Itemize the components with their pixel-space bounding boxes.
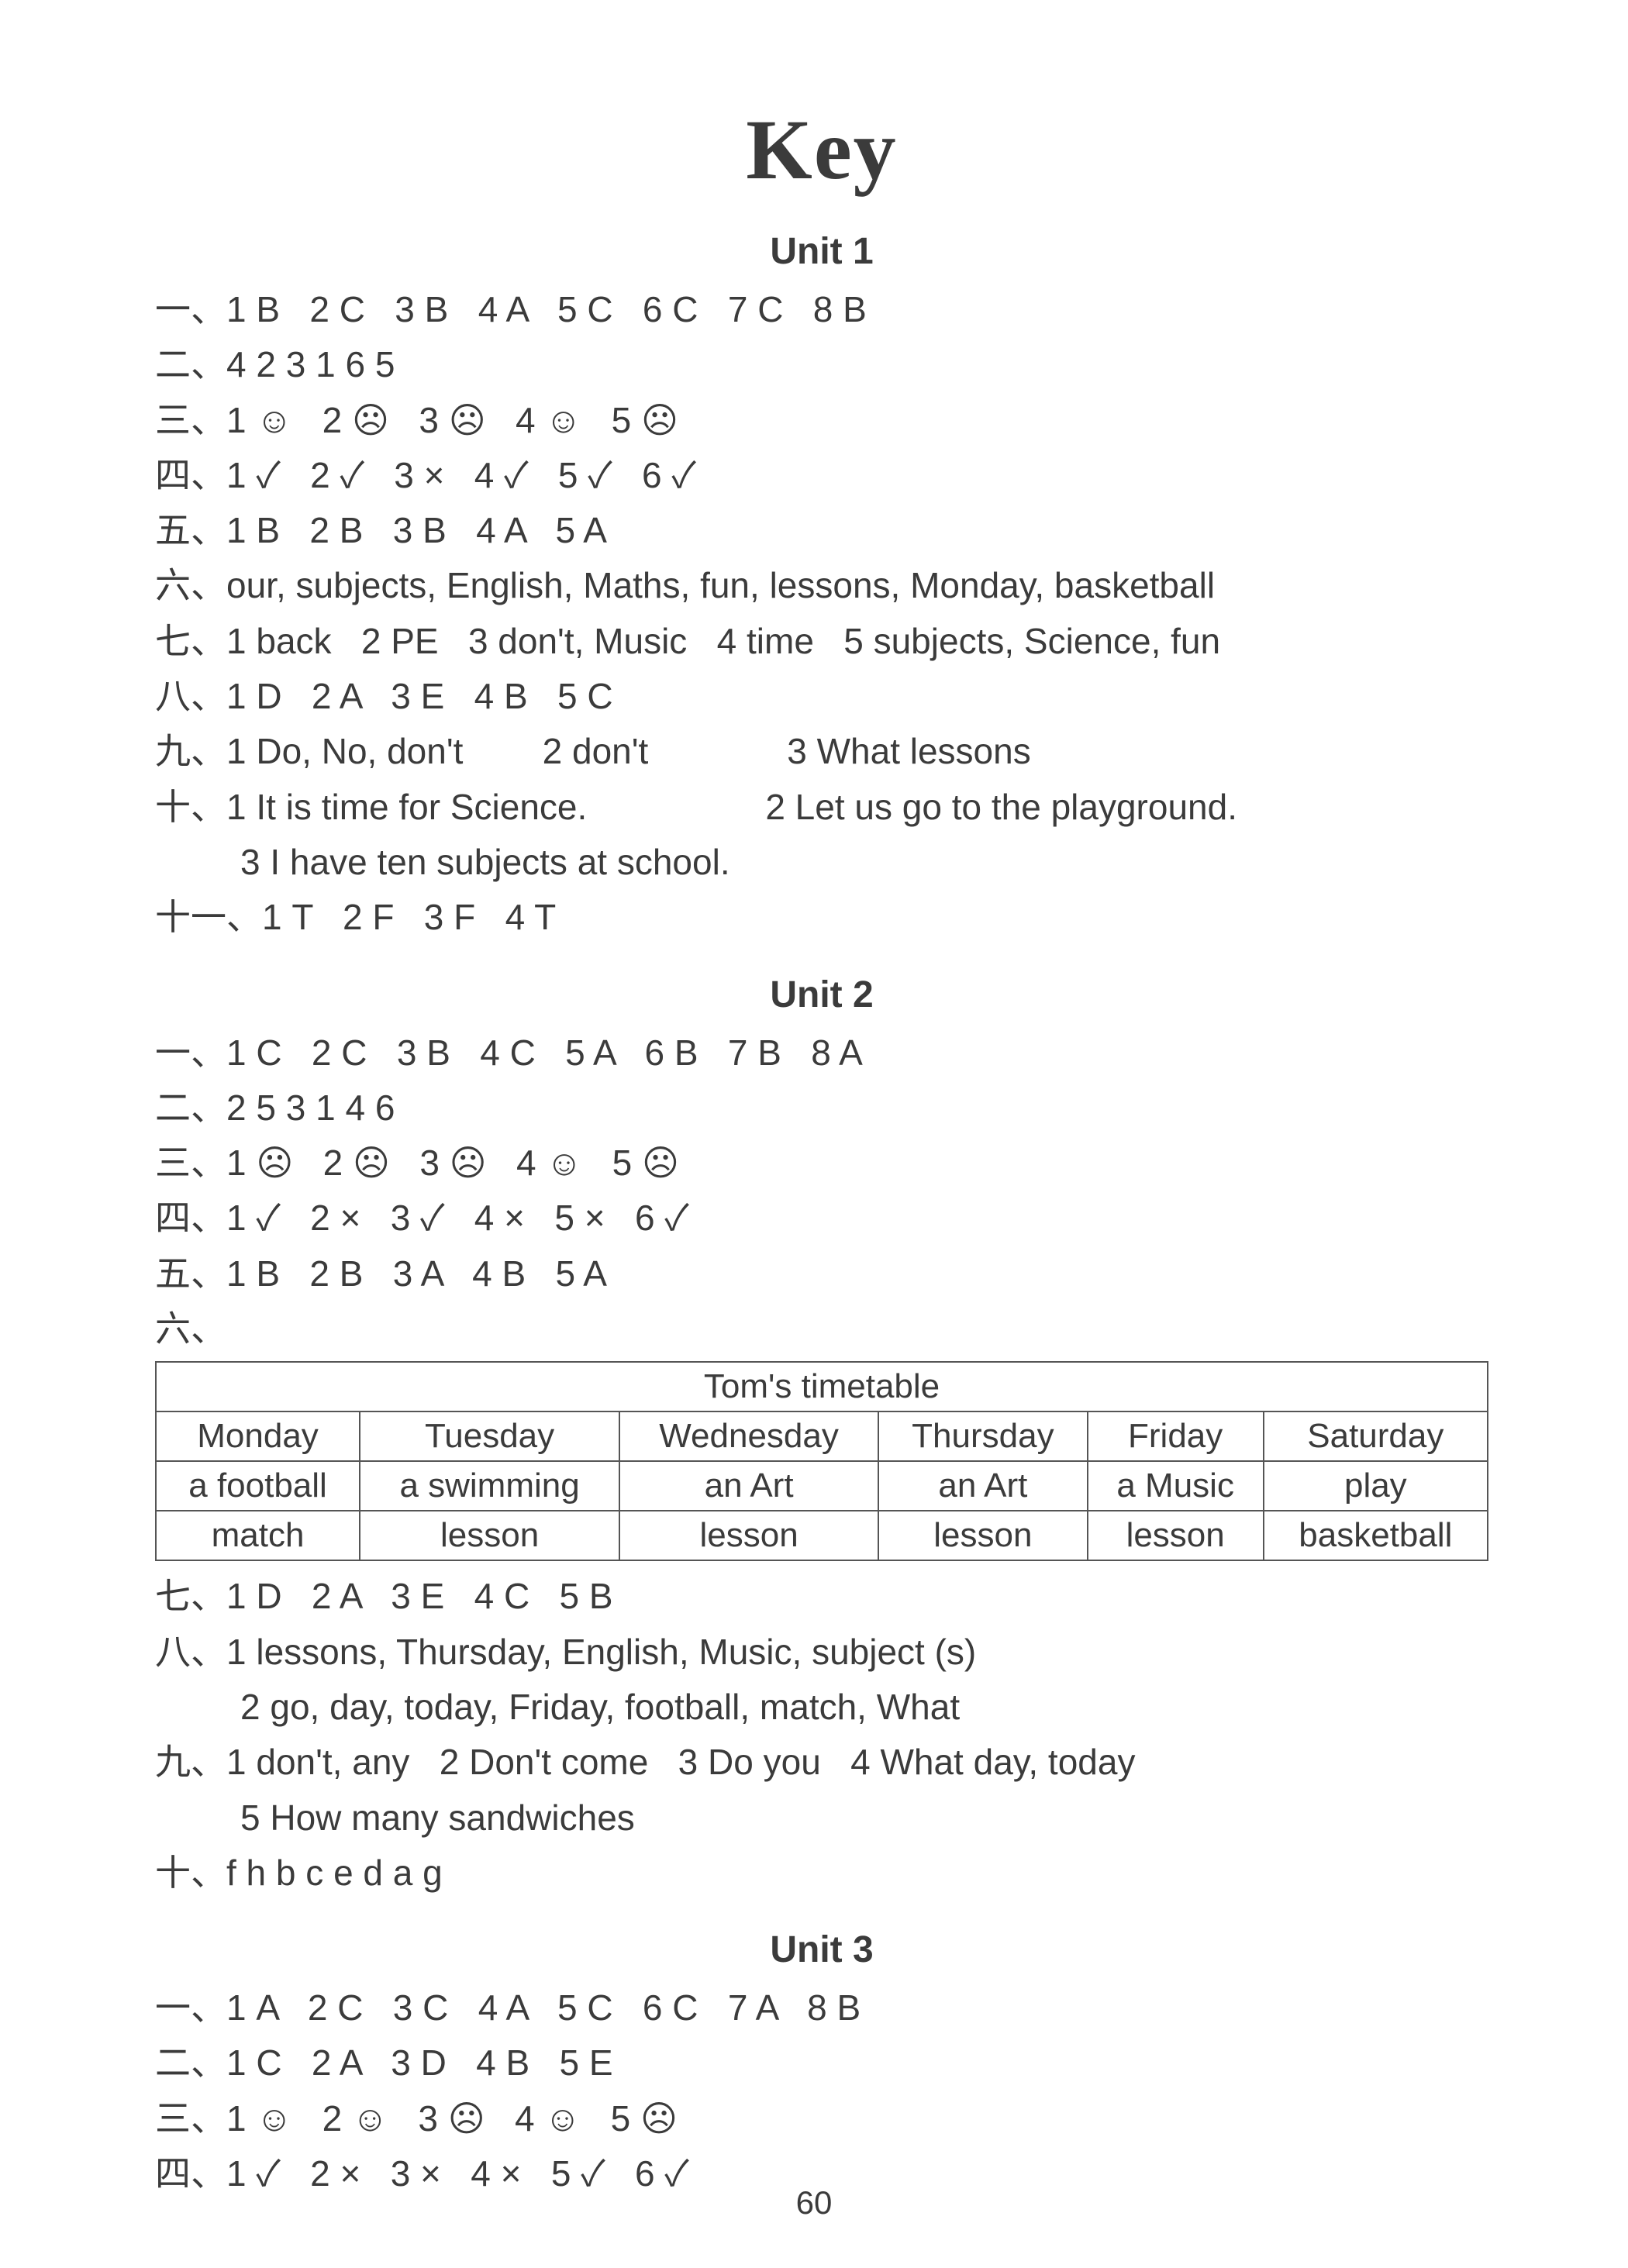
answer-key-page: Key Unit 1 一、1 B 2 C 3 B 4 A 5 C 6 C 7 C…: [0, 0, 1628, 2268]
td-fri-2: lesson: [1088, 1511, 1264, 1560]
th-wed: Wednesday: [619, 1411, 878, 1461]
th-fri: Friday: [1088, 1411, 1264, 1461]
u2-row-9a: 九、1 don't, any 2 Don't come 3 Do you 4 W…: [155, 1735, 1488, 1790]
td-thu-2: lesson: [878, 1511, 1088, 1560]
u3-row-1: 一、1 A 2 C 3 C 4 A 5 C 6 C 7 A 8 B: [155, 1980, 1488, 2035]
u1-row-10b: 3 I have ten subjects at school.: [155, 835, 1488, 890]
u1-row-11: 十一、1 T 2 F 3 F 4 T: [155, 890, 1488, 945]
td-mon-1: a football: [156, 1461, 360, 1511]
u1-row-6: 六、our, subjects, English, Maths, fun, le…: [155, 558, 1488, 613]
td-sat-2: basketball: [1264, 1511, 1488, 1560]
page-title: Key: [155, 101, 1488, 199]
td-tue-2: lesson: [360, 1511, 619, 1560]
u2-row-10: 十、f h b c e d a g: [155, 1846, 1488, 1901]
u1-row-8: 八、1 D 2 A 3 E 4 B 5 C: [155, 669, 1488, 724]
u1-row-10a: 十、1 It is time for Science. 2 Let us go …: [155, 780, 1488, 835]
u2-row-6-label: 六、: [155, 1301, 1488, 1356]
th-tue: Tuesday: [360, 1411, 619, 1461]
td-wed-1: an Art: [619, 1461, 878, 1511]
td-mon-2: match: [156, 1511, 360, 1560]
u1-row-2: 二、4 2 3 1 6 5: [155, 337, 1488, 392]
unit2-heading: Unit 2: [155, 974, 1488, 1016]
u3-row-3: 三、1 ☺ 2 ☺ 3 ☹ 4 ☺ 5 ☹: [155, 2091, 1488, 2146]
table-caption-row: Tom's timetable: [156, 1362, 1488, 1411]
th-mon: Monday: [156, 1411, 360, 1461]
td-sat-1: play: [1264, 1461, 1488, 1511]
table-row: match lesson lesson lesson lesson basket…: [156, 1511, 1488, 1560]
u2-row-8a: 八、1 lessons, Thursday, English, Music, s…: [155, 1625, 1488, 1680]
u2-row-8b: 2 go, day, today, Friday, football, matc…: [155, 1680, 1488, 1735]
table-caption: Tom's timetable: [156, 1362, 1488, 1411]
u3-row-2: 二、1 C 2 A 3 D 4 B 5 E: [155, 2035, 1488, 2090]
u1-row-9: 九、1 Do, No, don't 2 don't 3 What lessons: [155, 724, 1488, 779]
u2-row-7: 七、1 D 2 A 3 E 4 C 5 B: [155, 1569, 1488, 1624]
u1-row-1: 一、1 B 2 C 3 B 4 A 5 C 6 C 7 C 8 B: [155, 282, 1488, 337]
u1-row-5: 五、1 B 2 B 3 B 4 A 5 A: [155, 503, 1488, 558]
u2-row-1: 一、1 C 2 C 3 B 4 C 5 A 6 B 7 B 8 A: [155, 1025, 1488, 1081]
unit1-heading: Unit 1: [155, 230, 1488, 273]
table-header-row: Monday Tuesday Wednesday Thursday Friday…: [156, 1411, 1488, 1461]
toms-timetable: Tom's timetable Monday Tuesday Wednesday…: [155, 1361, 1488, 1561]
td-tue-1: a swimming: [360, 1461, 619, 1511]
u2-row-2: 二、2 5 3 1 4 6: [155, 1081, 1488, 1136]
td-fri-1: a Music: [1088, 1461, 1264, 1511]
th-thu: Thursday: [878, 1411, 1088, 1461]
u1-row-3: 三、1 ☺ 2 ☹ 3 ☹ 4 ☺ 5 ☹: [155, 393, 1488, 448]
u2-row-5: 五、1 B 2 B 3 A 4 B 5 A: [155, 1246, 1488, 1301]
unit3-heading: Unit 3: [155, 1928, 1488, 1971]
td-wed-2: lesson: [619, 1511, 878, 1560]
page-number: 60: [0, 2184, 1628, 2221]
u2-row-3: 三、1 ☹ 2 ☹ 3 ☹ 4 ☺ 5 ☹: [155, 1136, 1488, 1191]
u1-row-4: 四、1 ✓ 2 ✓ 3 × 4 ✓ 5 ✓ 6 ✓: [155, 448, 1488, 503]
u2-row-4: 四、1 ✓ 2 × 3 ✓ 4 × 5 × 6 ✓: [155, 1191, 1488, 1246]
table-row: a football a swimming an Art an Art a Mu…: [156, 1461, 1488, 1511]
td-thu-1: an Art: [878, 1461, 1088, 1511]
u1-row-7: 七、1 back 2 PE 3 don't, Music 4 time 5 su…: [155, 614, 1488, 669]
u2-row-9b: 5 How many sandwiches: [155, 1791, 1488, 1846]
th-sat: Saturday: [1264, 1411, 1488, 1461]
